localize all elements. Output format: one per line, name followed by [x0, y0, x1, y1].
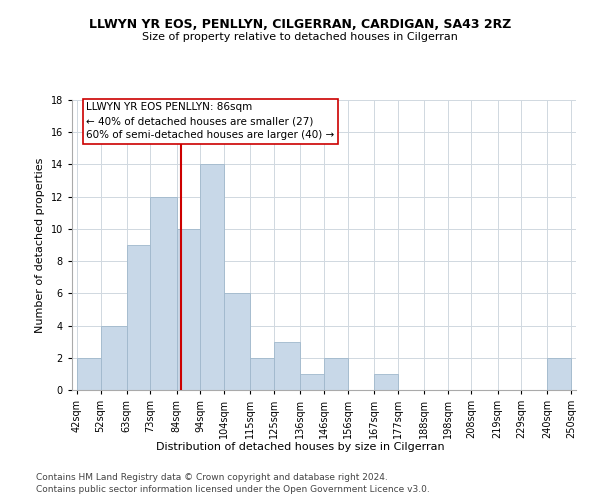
Bar — [250, 358, 274, 390]
Bar — [224, 294, 250, 390]
Bar — [176, 229, 200, 390]
Bar — [274, 342, 300, 390]
Bar — [300, 374, 324, 390]
Bar — [547, 358, 571, 390]
Text: Size of property relative to detached houses in Cilgerran: Size of property relative to detached ho… — [142, 32, 458, 42]
Text: LLWYN YR EOS, PENLLYN, CILGERRAN, CARDIGAN, SA43 2RZ: LLWYN YR EOS, PENLLYN, CILGERRAN, CARDIG… — [89, 18, 511, 30]
Bar — [200, 164, 224, 390]
Bar — [77, 358, 101, 390]
Text: LLWYN YR EOS PENLLYN: 86sqm
← 40% of detached houses are smaller (27)
60% of sem: LLWYN YR EOS PENLLYN: 86sqm ← 40% of det… — [86, 102, 335, 141]
Y-axis label: Number of detached properties: Number of detached properties — [35, 158, 45, 332]
Bar — [374, 374, 398, 390]
Bar — [324, 358, 348, 390]
Bar — [151, 196, 176, 390]
Text: Contains public sector information licensed under the Open Government Licence v3: Contains public sector information licen… — [36, 485, 430, 494]
Text: Contains HM Land Registry data © Crown copyright and database right 2024.: Contains HM Land Registry data © Crown c… — [36, 472, 388, 482]
Bar — [101, 326, 127, 390]
Text: Distribution of detached houses by size in Cilgerran: Distribution of detached houses by size … — [155, 442, 445, 452]
Bar — [127, 245, 151, 390]
